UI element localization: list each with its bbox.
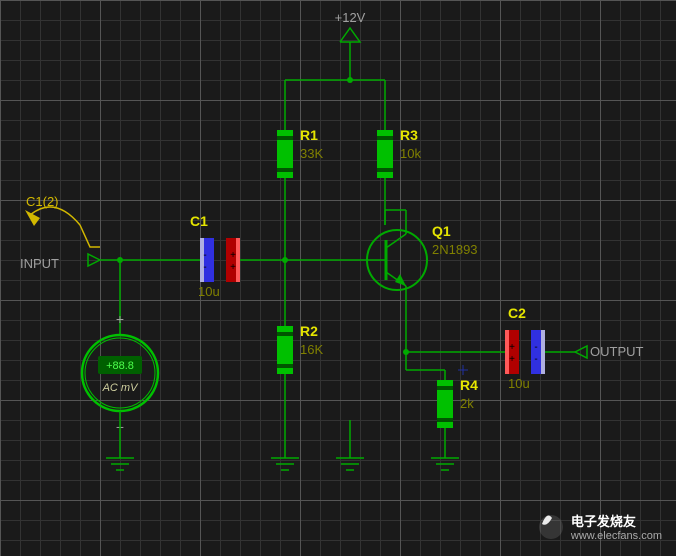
watermark-url: www.elecfans.com xyxy=(571,530,662,542)
svg-text:Q1: Q1 xyxy=(432,223,451,239)
svg-text:+: + xyxy=(509,354,515,365)
svg-text:-: - xyxy=(203,250,206,261)
svg-text:R1: R1 xyxy=(300,127,318,143)
svg-text:+: + xyxy=(509,342,515,353)
ground-mid xyxy=(336,420,364,470)
input-terminal: INPUT xyxy=(20,254,120,271)
svg-text:C1: C1 xyxy=(190,213,208,229)
output-terminal: OUTPUT xyxy=(575,344,644,359)
watermark-logo-icon xyxy=(539,515,563,539)
svg-text:10u: 10u xyxy=(198,284,220,299)
watermark-title: 电子发烧友 xyxy=(571,511,662,530)
svg-text:+: + xyxy=(230,250,236,261)
capacitor-c2[interactable]: + + - - C2 10u xyxy=(505,305,575,391)
svg-text:+12V: +12V xyxy=(335,10,366,25)
svg-text:16K: 16K xyxy=(300,342,323,357)
junction-marker xyxy=(458,365,468,375)
svg-text:-: - xyxy=(534,342,537,353)
svg-text:R2: R2 xyxy=(300,323,318,339)
svg-text:+: + xyxy=(116,311,124,327)
schematic[interactable]: +12V R1 33K R3 10k - - xyxy=(0,0,676,556)
svg-text:33K: 33K xyxy=(300,146,323,161)
ac-source[interactable]: +88.8 AC mV + − xyxy=(82,260,158,450)
capacitor-c1[interactable]: - - + + C1 10u xyxy=(120,213,245,299)
ground-1 xyxy=(106,450,134,470)
svg-text:R4: R4 xyxy=(460,377,478,393)
svg-text:C1(2): C1(2) xyxy=(26,194,59,209)
svg-text:2N1893: 2N1893 xyxy=(432,242,478,257)
probe-c1-2[interactable]: C1(2) xyxy=(25,194,100,247)
resistor-r4[interactable]: R4 2k xyxy=(437,370,478,450)
svg-text:R3: R3 xyxy=(400,127,418,143)
svg-text:-: - xyxy=(203,262,206,273)
svg-text:2k: 2k xyxy=(460,396,474,411)
svg-text:10k: 10k xyxy=(400,146,421,161)
ground-2 xyxy=(271,450,299,470)
svg-text:-: - xyxy=(534,354,537,365)
ground-4 xyxy=(431,450,459,470)
resistor-r2[interactable]: R2 16K xyxy=(277,260,323,450)
transistor-q1[interactable]: Q1 2N1893 xyxy=(367,210,478,352)
svg-text:INPUT: INPUT xyxy=(20,256,59,271)
watermark: 电子发烧友 www.elecfans.com xyxy=(539,511,662,542)
resistor-r1[interactable]: R1 33K xyxy=(277,120,323,260)
svg-text:10u: 10u xyxy=(508,376,530,391)
svg-text:+88.8: +88.8 xyxy=(106,360,134,372)
supply-12v: +12V xyxy=(335,10,366,80)
svg-text:AC mV: AC mV xyxy=(102,382,140,394)
svg-text:OUTPUT: OUTPUT xyxy=(590,344,644,359)
svg-text:C2: C2 xyxy=(508,305,526,321)
svg-text:+: + xyxy=(230,262,236,273)
